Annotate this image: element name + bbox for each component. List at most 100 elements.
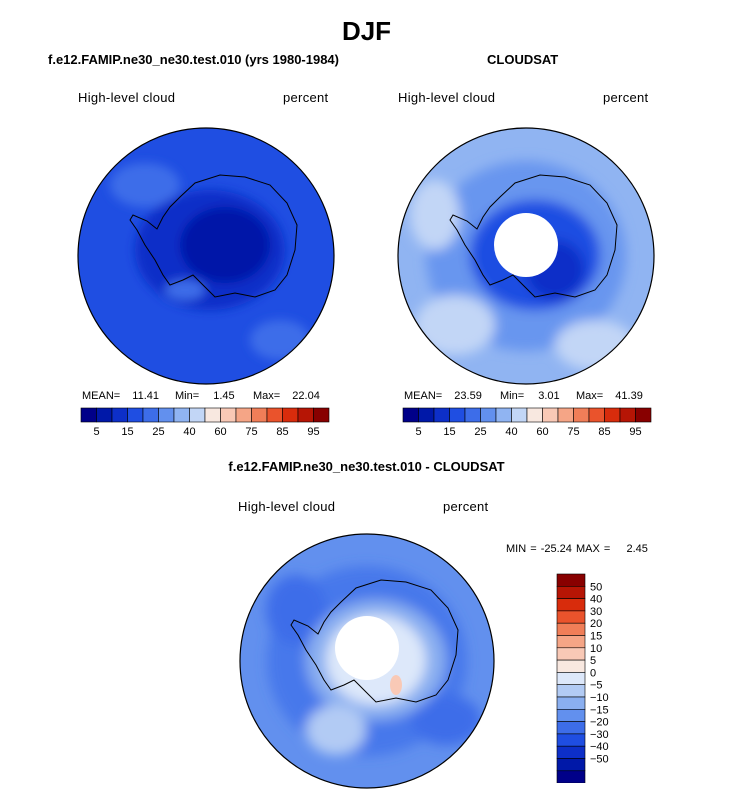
panel1-colorbar-swatch (251, 407, 268, 423)
panel2-field-label: High-level cloud (398, 90, 496, 105)
panel1-colorbar-swatch (111, 407, 128, 423)
panel1-units-label: percent (283, 90, 329, 105)
panel1-min-stat: Min= 1.45 (175, 390, 235, 402)
panel3-colorbar-swatch (556, 745, 586, 759)
panel1-colorbar-tick-label: 5 (93, 426, 99, 437)
panel3-colorbar-tick-label: −50 (590, 754, 609, 766)
panel3-colorbar-swatch (556, 573, 586, 587)
panel3-positive-patch (390, 675, 402, 695)
panel3-colorbar-swatch (556, 770, 586, 783)
panel1-colorbar-swatch (127, 407, 144, 423)
panel2-mean-value: 23.59 (454, 390, 482, 402)
panel1-colorbar-tick-label: 85 (276, 426, 288, 437)
panel2-min-label: Min= (500, 390, 525, 402)
panel1-colorbar-swatch (297, 407, 314, 423)
panel1-colorbar-swatch (173, 407, 190, 423)
panel2-colorbar-swatch (433, 407, 450, 423)
panel1-antarctica-coastline (129, 174, 298, 298)
panel3-colorbar-tick-label: −15 (590, 704, 609, 716)
panel3-colorbar-swatch (556, 758, 586, 772)
panel2-mean-label: MEAN= (404, 390, 443, 402)
panel2-colorbar-swatch (511, 407, 528, 423)
panel1-colorbar-tick-label: 75 (245, 426, 257, 437)
panel3-colorbar-swatch (556, 647, 586, 661)
panel1-max-label: Max= (253, 390, 281, 402)
panel1-map (77, 127, 335, 385)
panel3-polar-gap (335, 616, 399, 680)
panel1-colorbar-swatch (220, 407, 237, 423)
panel2-map (397, 127, 655, 385)
panel1-colorbar-tick-label: 95 (307, 426, 319, 437)
panel3-colorbar-swatch (556, 684, 586, 698)
panel2-colorbar-tick-label: 60 (536, 426, 548, 437)
panel3-colorbar-swatch (556, 709, 586, 722)
panel3-colorbar-tick-label: 0 (590, 667, 596, 679)
panel1-colorbar-tick-label: 25 (152, 426, 164, 437)
panel2-colorbar-tick-label: 25 (474, 426, 486, 437)
panel2-colorbar-swatch (619, 407, 636, 423)
panel3-minmax: MIN = -25.24 MAX = 2.45 (506, 543, 648, 555)
panel2-colorbar-swatch (449, 407, 466, 423)
panel2-colorbar-swatch (402, 407, 419, 423)
panel3-colorbar-tick-label: 50 (590, 581, 602, 593)
panel3-colorbar-swatch (556, 598, 586, 612)
panel3-colorbar-tick-label: 30 (590, 606, 602, 618)
panel3-colorbar-swatch (556, 672, 586, 686)
panel2-colorbar-swatch (418, 407, 435, 423)
panel1-mean-value: 11.41 (132, 390, 159, 402)
panel1-colorbar: 5 15 25 40 60 75 85 95 (80, 407, 330, 437)
panel3-colorbar-swatch (556, 635, 586, 649)
page-title: DJF (341, 16, 392, 46)
panel3-colorbar-tick-label: 5 (590, 655, 596, 667)
panel2-min-stat: Min= 3.01 (500, 390, 560, 402)
panel1-min-value: 1.45 (213, 390, 235, 402)
panel2-colorbar-swatch (542, 407, 559, 423)
panel3-colorbar-swatch (556, 696, 586, 710)
panel3-colorbar-tick-label: −30 (590, 729, 609, 741)
panel2-mean-stat: MEAN= 23.59 (404, 390, 482, 402)
panel2-title: CLOUDSAT (487, 52, 559, 67)
panel3-colorbar-tick-label: 10 (590, 643, 602, 655)
panel2-max-value: 41.39 (615, 390, 643, 402)
panel2-colorbar-swatch (464, 407, 481, 423)
panel1-max-stat: Max= 22.04 (253, 390, 320, 402)
panel1-map-border (77, 127, 335, 385)
panel3-colorbar-tick-label: 15 (590, 631, 602, 643)
panel2-colorbar-swatch (526, 407, 543, 423)
panel1-colorbar-swatch (313, 407, 330, 423)
panel1-colorbar-swatch (80, 407, 97, 423)
panel1-colorbar-tick-label: 60 (214, 426, 226, 437)
panel2-colorbar-swatch (588, 407, 605, 423)
panel2-colorbar-swatch (635, 407, 652, 423)
panel2-units-label: percent (603, 90, 649, 105)
panel3-field-label: High-level cloud (238, 499, 336, 514)
panel2-antarctica-coastline (449, 174, 618, 298)
panel1-mean-label: MEAN= (82, 390, 121, 402)
panel3-colorbar-tick-label: −10 (590, 692, 609, 704)
panel3-title: f.e12.FAMIP.ne30_ne30.test.010 - CLOUDSA… (228, 459, 505, 474)
panel3-colorbar-tick-label: 40 (590, 594, 602, 606)
panel1-title: f.e12.FAMIP.ne30_ne30.test.010 (yrs 1980… (48, 52, 339, 67)
panel1-colorbar-swatch (266, 407, 283, 423)
panel3-colorbar-tick-label: −20 (590, 717, 609, 729)
panel3-antarctica-coastline (290, 579, 459, 703)
panel2-map-border (397, 127, 655, 385)
panel2-colorbar-swatch (604, 407, 621, 423)
panel1-colorbar-swatch (158, 407, 175, 423)
panel1-colorbar-swatch (282, 407, 299, 423)
panel2-colorbar-tick-label: 5 (415, 426, 421, 437)
panel3-units-label: percent (443, 499, 489, 514)
panel2-min-value: 3.01 (538, 390, 560, 402)
panel1-colorbar-tick-label: 15 (121, 426, 133, 437)
panel1-colorbar-tick-label: 40 (183, 426, 195, 437)
panel3-colorbar-swatch (556, 721, 586, 735)
panel1-colorbar-swatch (142, 407, 159, 423)
panel1-colorbar-swatch (189, 407, 206, 423)
panel2-max-label: Max= (576, 390, 604, 402)
panel2-colorbar-swatch (573, 407, 590, 423)
panel2-colorbar-swatch (495, 407, 512, 423)
panel2-colorbar-tick-label: 95 (629, 426, 641, 437)
panel2-colorbar: 5 15 25 40 60 75 85 95 (402, 407, 652, 437)
panel1-colorbar-swatch (96, 407, 113, 423)
